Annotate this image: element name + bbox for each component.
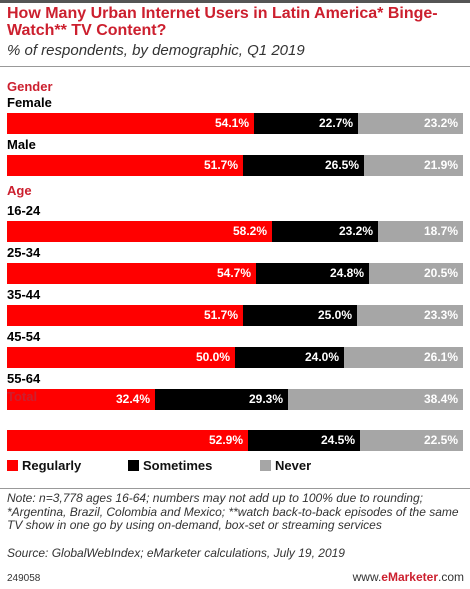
- value-label-never: 38.4%: [423, 392, 458, 406]
- bar-segment-never: [357, 305, 463, 326]
- bar-segment-sometimes: [235, 347, 344, 368]
- bar-segment-regularly: [7, 347, 235, 368]
- bar-segment-never: [288, 389, 463, 410]
- value-label-sometimes: 29.3%: [248, 392, 283, 406]
- value-label-never: 23.3%: [423, 308, 458, 322]
- bar-row-25-34: 54.7% 24.8% 20.5%: [7, 263, 463, 284]
- legend-swatch-sometimes: [128, 460, 139, 471]
- bar-segment-never: [364, 155, 463, 176]
- legend-swatch-never: [260, 460, 271, 471]
- value-label-sometimes: 24.5%: [320, 433, 355, 447]
- value-label-never: 22.5%: [423, 433, 458, 447]
- bar-segment-regularly: [7, 263, 256, 284]
- row-label-45-54: 45-54: [7, 329, 41, 344]
- bar-row-male: 51.7% 26.5% 21.9%: [7, 155, 463, 176]
- value-label-regularly: 54.1%: [214, 116, 249, 130]
- row-label-55-64: 55-64: [7, 371, 41, 386]
- bar-segment-never: [360, 430, 463, 451]
- value-label-regularly: 32.4%: [115, 392, 150, 406]
- brand-link[interactable]: www.eMarketer.com: [353, 570, 464, 584]
- value-label-regularly: 58.2%: [232, 224, 267, 238]
- bar-segment-regularly: [7, 221, 272, 242]
- legend-label-sometimes: Sometimes: [143, 458, 213, 473]
- bar-row-total: 52.9% 24.5% 22.5%: [7, 430, 463, 451]
- value-label-never: 26.1%: [423, 350, 458, 364]
- bar-segment-sometimes: [243, 305, 357, 326]
- bar-segment-regularly: [7, 155, 243, 176]
- bar-segment-regularly: [7, 305, 243, 326]
- bar-segment-regularly: [7, 113, 254, 134]
- bar-row-35-44: 51.7% 25.0% 23.3%: [7, 305, 463, 326]
- value-label-regularly: 51.7%: [203, 158, 238, 172]
- brand-prefix: www.: [352, 570, 382, 584]
- group-heading-age: Age: [7, 183, 32, 198]
- chart-note: Note: n=3,778 ages 16-64; numbers may no…: [7, 491, 459, 532]
- value-label-never: 18.7%: [423, 224, 458, 238]
- group-heading-total: Total: [7, 389, 38, 404]
- header-divider: [0, 66, 470, 67]
- value-label-sometimes: 25.0%: [317, 308, 352, 322]
- bar-segment-sometimes: [254, 113, 358, 134]
- chart-source: Source: GlobalWebIndex; eMarketer calcul…: [7, 546, 345, 560]
- value-label-regularly: 52.9%: [208, 433, 243, 447]
- value-label-never: 21.9%: [423, 158, 458, 172]
- legend-label-never: Never: [275, 458, 312, 473]
- legend-label-regularly: Regularly: [22, 458, 82, 473]
- bar-segment-never: [378, 221, 463, 242]
- row-label-male: Male: [7, 137, 36, 152]
- bar-segment-never: [358, 113, 463, 134]
- bar-row-16-24: 58.2% 23.2% 18.7%: [7, 221, 463, 242]
- value-label-never: 23.2%: [423, 116, 458, 130]
- group-heading-gender: Gender: [7, 79, 53, 94]
- bar-segment-sometimes: [155, 389, 288, 410]
- bar-segment-sometimes: [248, 430, 360, 451]
- stacked-bar-chart: Gender Female 54.1% 22.7% 23.2% Male 51.7% 26.5…: [7, 79, 463, 451]
- value-label-never: 20.5%: [423, 266, 458, 280]
- chart-title: How Many Urban Internet Users in Latin A…: [7, 5, 438, 39]
- bar-segment-regularly: [7, 430, 248, 451]
- bar-segment-regularly: [7, 389, 155, 410]
- bar-segment-sometimes: [256, 263, 369, 284]
- bar-row-55-64: 32.4% 29.3% 38.4%: [7, 389, 463, 410]
- footer-divider: [0, 488, 470, 489]
- brand-suffix: .com: [437, 570, 464, 584]
- row-label-16-24: 16-24: [7, 203, 41, 218]
- bar-row-female: 54.1% 22.7% 23.2%: [7, 113, 463, 134]
- value-label-sometimes: 24.8%: [329, 266, 364, 280]
- value-label-sometimes: 23.2%: [338, 224, 373, 238]
- chart-subtitle: % of respondents, by demographic, Q1 201…: [7, 42, 305, 59]
- bar-row-45-54: 50.0% 24.0% 26.1%: [7, 347, 463, 368]
- legend-swatch-regularly: [7, 460, 18, 471]
- top-rule: [0, 0, 470, 3]
- value-label-regularly: 50.0%: [195, 350, 230, 364]
- row-label-female: Female: [7, 95, 52, 110]
- value-label-regularly: 54.7%: [216, 266, 251, 280]
- brand-name: eMarketer: [381, 570, 438, 584]
- bar-segment-never: [369, 263, 463, 284]
- bar-segment-sometimes: [272, 221, 378, 242]
- value-label-sometimes: 26.5%: [324, 158, 359, 172]
- value-label-sometimes: 24.0%: [304, 350, 339, 364]
- bar-segment-never: [344, 347, 463, 368]
- value-label-regularly: 51.7%: [203, 308, 238, 322]
- bar-segment-sometimes: [243, 155, 364, 176]
- chart-id: 249058: [7, 573, 41, 584]
- value-label-sometimes: 22.7%: [318, 116, 353, 130]
- row-label-25-34: 25-34: [7, 245, 41, 260]
- row-label-35-44: 35-44: [7, 287, 41, 302]
